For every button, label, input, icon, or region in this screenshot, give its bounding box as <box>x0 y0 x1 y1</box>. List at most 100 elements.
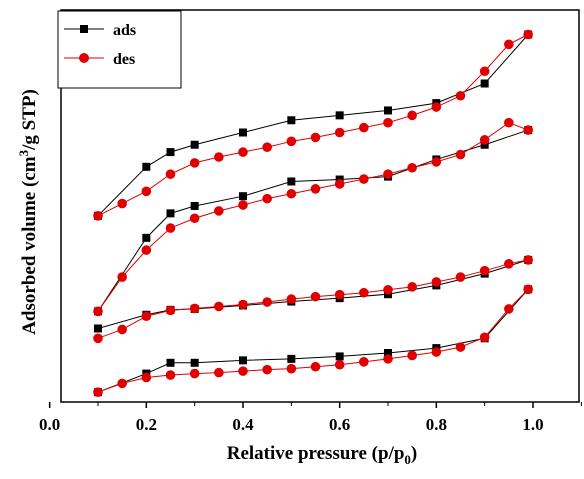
des-point <box>141 186 152 197</box>
des-point <box>334 289 345 300</box>
des-point <box>238 366 248 376</box>
des-point <box>189 213 200 224</box>
des-point <box>286 363 297 374</box>
ads-point <box>239 192 247 201</box>
des-point <box>189 368 200 379</box>
des-point <box>334 359 345 370</box>
des-point <box>286 294 297 304</box>
des-point <box>359 174 369 184</box>
des-point <box>93 333 103 344</box>
isotherm-curves <box>93 29 533 398</box>
des-point <box>523 125 533 135</box>
x-tick-label: 0.4 <box>232 415 254 434</box>
ads-point <box>335 352 344 361</box>
des-point <box>504 304 514 314</box>
x-axis-ticks: 0.0 0.2 0.4 0.6 0.8 1.0 <box>39 402 582 434</box>
des-point <box>431 347 442 357</box>
des-point <box>214 152 224 162</box>
des-point <box>383 284 393 295</box>
des-point <box>504 259 514 269</box>
ads-point <box>480 79 489 88</box>
des-point <box>383 354 393 364</box>
x-axis-title: Relative pressure (p/p0) <box>227 443 418 467</box>
legend-des-marker <box>79 53 89 63</box>
des-point <box>262 193 272 204</box>
des-point <box>455 342 466 352</box>
ads-point <box>239 356 247 365</box>
des-point <box>141 372 152 383</box>
des-point <box>479 265 490 276</box>
des-point <box>479 135 490 145</box>
des-point <box>523 255 533 265</box>
des-point <box>238 200 248 210</box>
des-point <box>431 157 442 167</box>
des-point <box>359 122 369 133</box>
des-point <box>504 39 514 50</box>
des-point <box>262 364 272 375</box>
des-point <box>334 127 345 138</box>
des-point <box>117 198 127 209</box>
legend-box <box>57 10 182 89</box>
ads-point <box>335 111 344 120</box>
des-point <box>431 277 442 287</box>
ads-point <box>142 162 151 171</box>
des-point <box>310 184 321 194</box>
des-point <box>165 169 176 179</box>
des-point <box>523 29 533 40</box>
des-point <box>455 90 466 101</box>
des-point <box>286 188 297 199</box>
des-point <box>310 132 321 143</box>
plot-frame <box>60 9 580 403</box>
des-point <box>455 272 466 282</box>
legend: ads des <box>57 10 182 89</box>
des-point <box>214 301 224 312</box>
des-point <box>407 110 417 121</box>
ads-point <box>190 202 199 210</box>
ads-point <box>166 358 175 367</box>
des-point <box>141 245 152 255</box>
des-point <box>383 117 393 128</box>
des-point <box>93 211 103 221</box>
ads-point <box>166 148 175 157</box>
ads-line <box>97 288 529 393</box>
des-point <box>310 291 321 302</box>
des-point <box>359 357 369 367</box>
x-axis-title-subscript: 0 <box>404 452 411 467</box>
des-point <box>93 306 103 317</box>
y-axis-title: Adsorbed volume (cm3/g STP) <box>16 89 40 335</box>
des-point <box>407 350 417 361</box>
des-point <box>479 66 490 77</box>
des-point <box>523 284 533 295</box>
des-point <box>238 299 248 310</box>
plot-border <box>60 9 580 403</box>
legend-ads-marker <box>80 25 88 33</box>
legend-ads-label: ads <box>113 22 136 39</box>
ads-point <box>287 177 296 186</box>
des-point <box>262 297 272 307</box>
des-point <box>407 162 417 173</box>
des-point <box>407 282 417 292</box>
des-point <box>93 387 103 398</box>
des-point <box>479 332 490 343</box>
ads-point <box>239 128 247 137</box>
des-point <box>238 147 248 157</box>
des-point <box>383 169 393 179</box>
des-point <box>117 272 127 282</box>
x-tick-label: 1.0 <box>522 415 543 434</box>
ads-point <box>480 140 489 149</box>
ads-point <box>94 324 102 333</box>
ads-point <box>287 116 296 125</box>
ads-point <box>166 209 175 218</box>
x-tick-label: 0.2 <box>136 415 157 434</box>
des-point <box>359 287 369 298</box>
ads-point <box>384 106 392 115</box>
des-line <box>97 288 529 393</box>
des-point <box>504 117 514 128</box>
x-tick-label: 0.0 <box>39 415 60 434</box>
legend-des-label: des <box>113 51 135 68</box>
des-point <box>214 206 224 216</box>
des-point <box>117 324 127 335</box>
y-axis-title-superscript: 3 <box>16 149 31 156</box>
ads-point <box>190 140 199 149</box>
